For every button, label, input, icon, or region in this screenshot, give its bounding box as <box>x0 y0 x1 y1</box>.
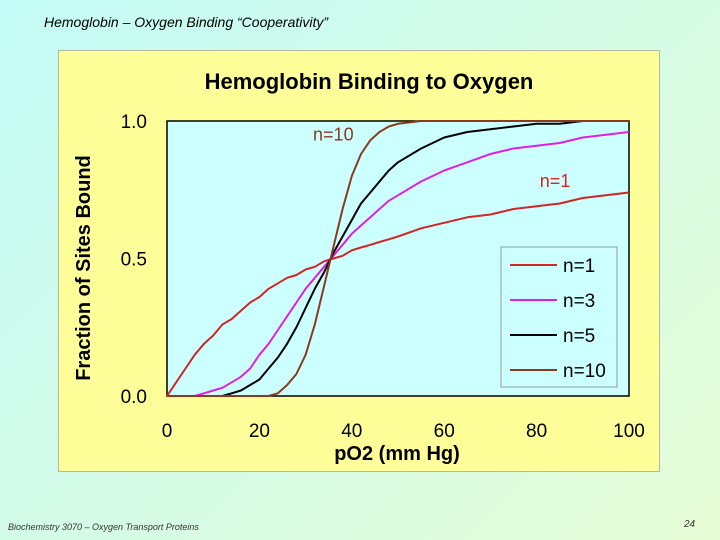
chart-panel: Hemoglobin Binding to Oxygen 0.0 0.5 1.0 0… <box>58 50 660 472</box>
footer-course: Biochemistry 3070 – Oxygen Transport Pro… <box>8 522 199 532</box>
chart-title: Hemoglobin Binding to Oxygen <box>205 69 534 94</box>
annotation-label: n=10 <box>313 124 354 144</box>
x-tick-label: 40 <box>341 421 362 442</box>
x-tick-label: 0 <box>162 421 173 442</box>
annotation-label: n=1 <box>540 171 571 191</box>
page-number: 24 <box>684 519 696 530</box>
legend-label: n=1 <box>563 256 595 277</box>
slide-title: Hemoglobin – Oxygen Binding “Cooperativi… <box>44 14 329 30</box>
legend-label: n=3 <box>563 291 595 312</box>
y-tick-label: 1.0 <box>121 112 147 133</box>
x-tick-label: 60 <box>434 421 455 442</box>
chart-svg: Hemoglobin Binding to Oxygen 0.0 0.5 1.0 0… <box>73 69 645 465</box>
y-axis-label: Fraction of Sites Bound <box>73 155 95 381</box>
x-tick-label: 80 <box>526 421 547 442</box>
legend-box <box>500 246 618 388</box>
legend-label: n=5 <box>563 326 595 347</box>
x-tick-label: 20 <box>249 421 270 442</box>
x-tick-label: 100 <box>613 421 645 442</box>
series-line-n10 <box>167 120 629 397</box>
x-axis-label: pO2 (mm Hg) <box>334 443 460 465</box>
legend-label: n=10 <box>563 361 606 382</box>
y-tick-label: 0.5 <box>121 250 147 271</box>
y-tick-label: 0.0 <box>121 387 147 408</box>
